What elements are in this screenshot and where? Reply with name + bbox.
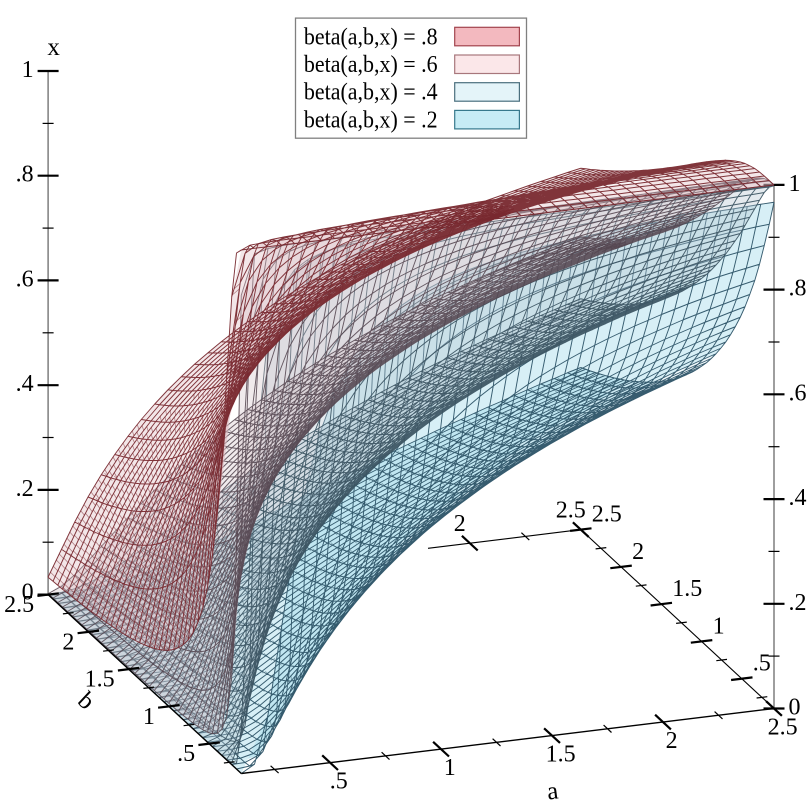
svg-text:.8: .8 — [16, 162, 34, 188]
svg-text:0: 0 — [789, 695, 801, 721]
svg-text:a: a — [545, 777, 559, 805]
svg-text:2: 2 — [62, 629, 74, 655]
svg-text:1: 1 — [444, 755, 456, 781]
svg-text:.6: .6 — [789, 380, 807, 406]
svg-text:.4: .4 — [16, 371, 34, 397]
svg-text:2.5: 2.5 — [556, 498, 586, 524]
svg-text:.5: .5 — [177, 741, 195, 767]
svg-text:.2: .2 — [789, 590, 807, 616]
svg-text:2: 2 — [666, 728, 678, 754]
svg-text:2.5: 2.5 — [592, 502, 622, 528]
svg-text:.8: .8 — [789, 276, 807, 302]
svg-text:beta(a,b,x) = .8: beta(a,b,x) = .8 — [304, 24, 438, 50]
svg-text:1.5: 1.5 — [85, 667, 115, 693]
svg-text:beta(a,b,x) = .4: beta(a,b,x) = .4 — [304, 80, 438, 106]
svg-text:.4: .4 — [789, 485, 807, 511]
svg-text:x: x — [47, 34, 60, 61]
svg-text:1: 1 — [143, 704, 155, 730]
svg-text:2: 2 — [632, 539, 644, 565]
svg-text:beta(a,b,x) = .6: beta(a,b,x) = .6 — [304, 52, 438, 78]
svg-text:2.5: 2.5 — [4, 592, 34, 618]
svg-text:beta(a,b,x) = .2: beta(a,b,x) = .2 — [304, 107, 438, 133]
svg-text:.2: .2 — [16, 476, 34, 502]
svg-text:0: 0 — [22, 580, 34, 606]
svg-text:1.5: 1.5 — [672, 576, 702, 602]
svg-text:1: 1 — [713, 613, 725, 639]
svg-text:1.5: 1.5 — [546, 741, 576, 767]
svg-text:.5: .5 — [330, 769, 348, 795]
svg-text:2.5: 2.5 — [768, 714, 798, 740]
svg-text:2: 2 — [454, 511, 466, 537]
svg-text:1: 1 — [789, 171, 801, 197]
svg-text:.5: .5 — [753, 651, 771, 677]
svg-text:1: 1 — [22, 57, 34, 83]
svg-text:.6: .6 — [16, 266, 34, 292]
